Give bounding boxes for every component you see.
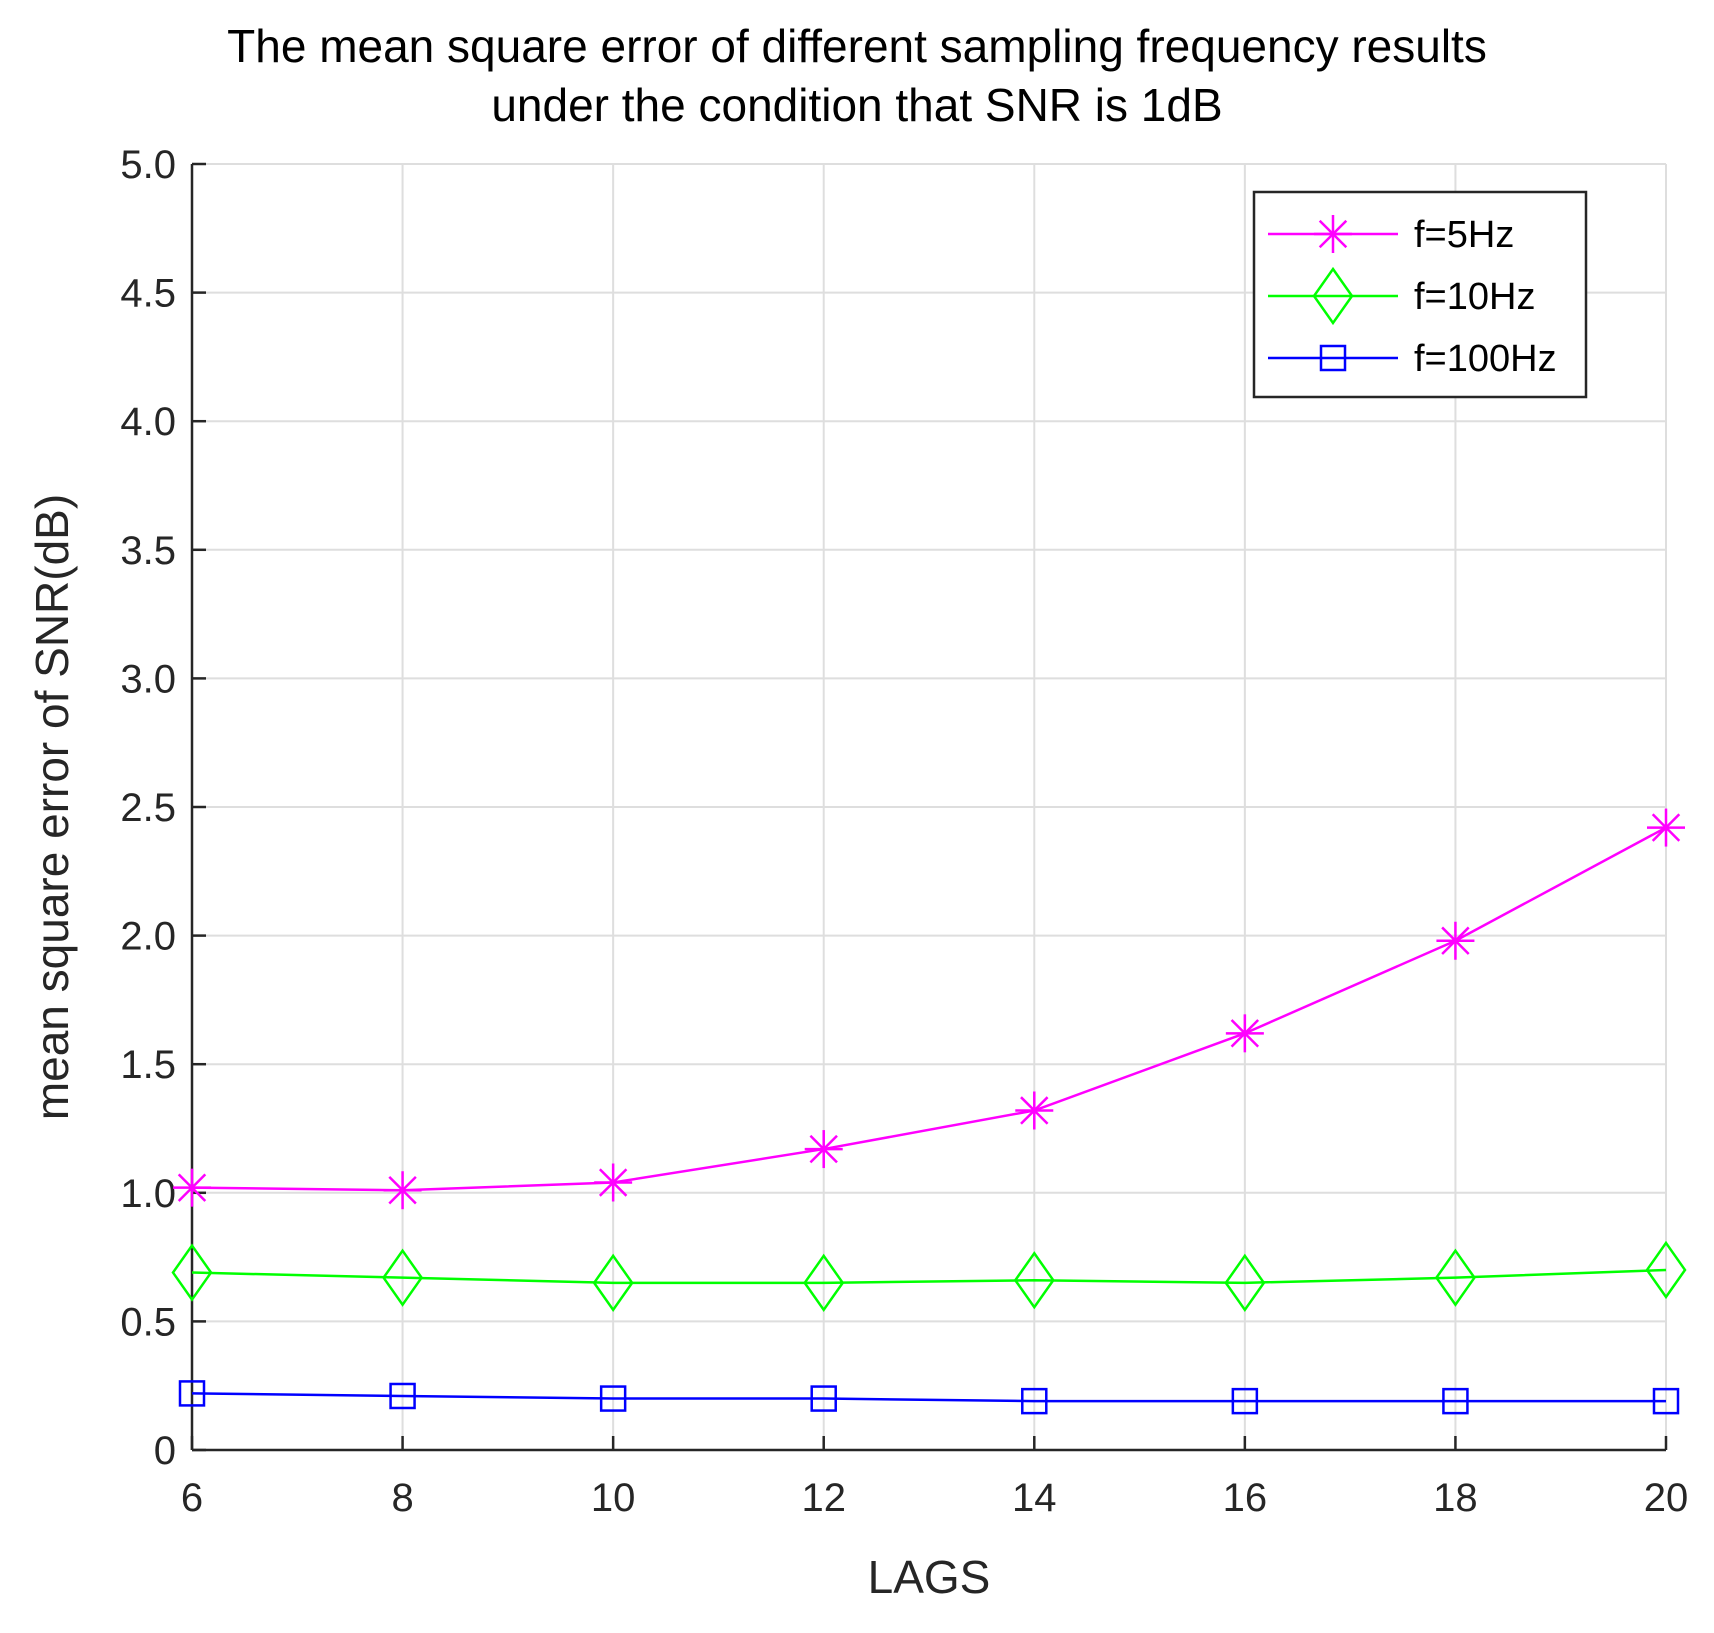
chart-title: The mean square error of different sampl… <box>227 20 1487 131</box>
x-tick-label: 12 <box>801 1476 846 1520</box>
legend: f=5Hz f=10Hz f=100Hz <box>1252 190 1588 399</box>
x-tick-label: 16 <box>1223 1476 1268 1520</box>
x-tick-label: 14 <box>1012 1476 1057 1520</box>
legend-label: f=5Hz <box>1414 214 1514 256</box>
series-line <box>191 1392 1666 1403</box>
data-point <box>1434 1248 1476 1307</box>
x-tick-label: 18 <box>1433 1476 1478 1520</box>
legend-item: f=100Hz <box>1268 338 1557 380</box>
data-point <box>1224 1253 1266 1312</box>
legend-marker <box>1312 266 1354 326</box>
legend-label: f=100Hz <box>1414 338 1557 380</box>
data-point <box>1436 921 1475 960</box>
y-tick-label: 2.5 <box>120 786 176 830</box>
y-tick-label: 5.0 <box>120 143 176 187</box>
series-line <box>191 826 1667 1192</box>
legend-label: f=10Hz <box>1414 276 1535 318</box>
data-point <box>1021 1387 1048 1415</box>
x-tick-label: 20 <box>1644 1476 1689 1520</box>
data-point <box>389 1382 416 1410</box>
series-lines <box>171 808 1687 1415</box>
data-point <box>594 1163 633 1202</box>
x-tick-label: 8 <box>391 1476 413 1520</box>
y-tick-label: 1.5 <box>120 1043 176 1087</box>
data-point <box>1647 808 1685 847</box>
data-point <box>382 1248 424 1307</box>
data-point <box>803 1253 845 1312</box>
data-point <box>1013 1251 1055 1310</box>
axes <box>190 162 1668 1452</box>
series-f=10Hz <box>171 1240 1687 1312</box>
y-tick-label: 4.5 <box>120 272 176 316</box>
legend-marker <box>1314 215 1352 253</box>
legend-item: f=10Hz <box>1268 266 1535 326</box>
data-point <box>1652 1387 1680 1415</box>
data-point <box>178 1380 206 1407</box>
data-point <box>171 1243 213 1302</box>
y-tick-label: 1.0 <box>120 1172 176 1216</box>
data-point <box>804 1130 843 1169</box>
data-point <box>1645 1240 1687 1300</box>
y-tick-label: 3.5 <box>120 529 176 573</box>
y-tick-label: 0.5 <box>120 1300 176 1344</box>
series-f=5Hz <box>173 808 1685 1210</box>
x-tick-label: 10 <box>591 1476 636 1520</box>
y-axis-label: mean square error of SNR(dB) <box>26 494 78 1120</box>
data-point <box>810 1385 837 1412</box>
data-point <box>383 1171 422 1210</box>
data-point <box>1442 1387 1469 1415</box>
tick-labels: 6 8 10 12 14 16 18 20 0 0.5 1.0 1.5 2.0 2.5 3.0 3.5 4.0 4… <box>120 143 1688 1520</box>
y-tick-label: 0 <box>154 1429 176 1473</box>
legend-marker <box>1319 344 1347 372</box>
legend-box <box>1252 190 1588 399</box>
y-tick-label: 4.0 <box>120 400 176 444</box>
data-point <box>1225 1014 1264 1053</box>
legend-item: f=5Hz <box>1268 214 1514 256</box>
chart-title-line-2: under the condition that SNR is 1dB <box>491 79 1222 131</box>
data-point <box>1231 1387 1259 1415</box>
x-axis-label: LAGS <box>868 1551 991 1603</box>
x-tick-label: 6 <box>181 1476 203 1520</box>
y-tick-label: 2.0 <box>120 915 176 959</box>
y-tick-label: 3.0 <box>120 657 176 701</box>
chart-title-line-1: The mean square error of different sampl… <box>227 20 1487 72</box>
series-line <box>191 1268 1667 1285</box>
series-f=100Hz <box>178 1380 1680 1415</box>
data-point <box>1015 1091 1054 1130</box>
data-point <box>599 1385 627 1412</box>
data-point <box>592 1253 634 1312</box>
data-point <box>173 1168 211 1207</box>
